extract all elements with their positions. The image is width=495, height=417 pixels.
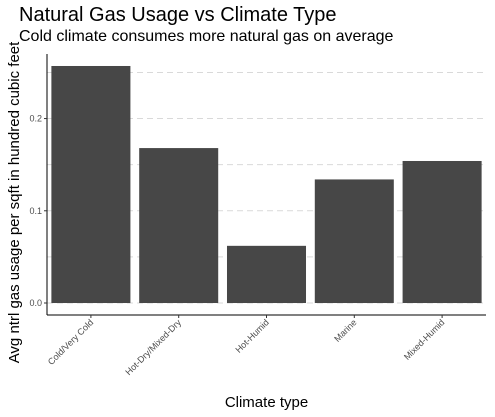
x-tick-label: Marine	[332, 317, 359, 344]
chart-title: Natural Gas Usage vs Climate Type	[19, 4, 337, 26]
x-tick-label: Hot-Humid	[233, 317, 270, 354]
chart-subtitle: Cold climate consumes more natural gas o…	[19, 28, 394, 45]
bar-marine	[314, 179, 394, 304]
x-tick-label: Mixed-Humid	[402, 317, 447, 362]
bar-hot-humid	[226, 245, 307, 304]
y-axis-title: Avg ntrl gas usage per sqft in hundred c…	[6, 41, 23, 363]
y-tick-label: 0.1	[29, 206, 42, 216]
y-axis-ticks: 0.0 0.1 0.2	[29, 114, 47, 308]
x-axis-ticks: Cold/Very Cold Hot-Dry/Mixed-Dry Hot-Humid…	[46, 315, 447, 377]
bar-mixed-humid	[402, 160, 482, 304]
y-tick-label: 0.2	[29, 114, 42, 124]
bar-cold-very-cold	[51, 65, 131, 304]
x-tick-label: Hot-Dry/Mixed-Dry	[123, 317, 183, 377]
x-tick-label: Cold/Very Cold	[46, 317, 96, 367]
bar-hot-dry-mixed-dry	[139, 148, 219, 304]
y-tick-label: 0.0	[29, 298, 42, 308]
x-axis-title: Climate type	[225, 394, 308, 411]
bars	[51, 65, 482, 304]
